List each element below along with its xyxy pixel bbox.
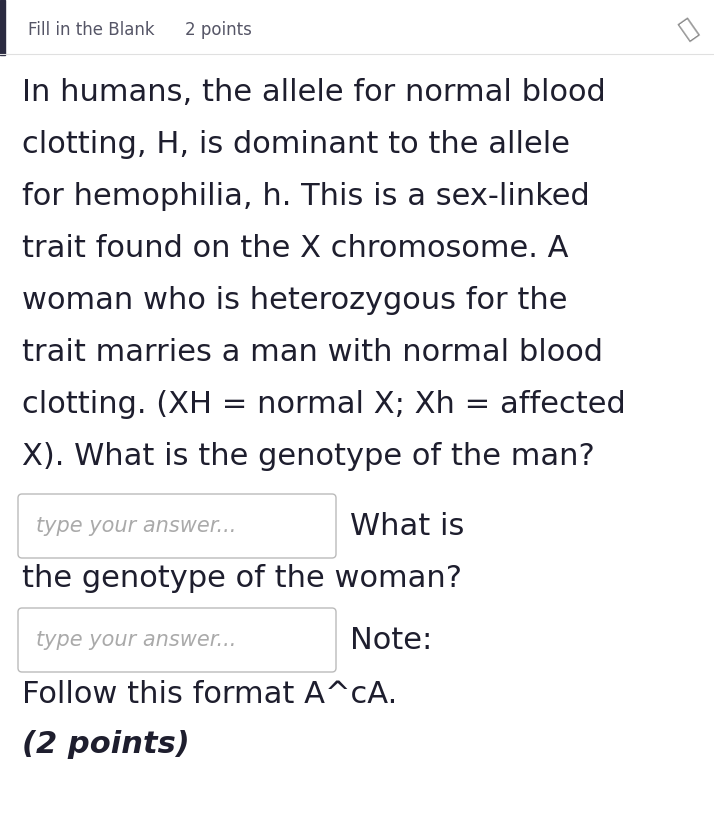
Text: In humans, the allele for normal blood: In humans, the allele for normal blood: [22, 78, 605, 107]
Text: (2 points): (2 points): [22, 730, 190, 759]
Text: the genotype of the woman?: the genotype of the woman?: [22, 564, 462, 593]
FancyBboxPatch shape: [18, 608, 336, 672]
FancyBboxPatch shape: [18, 494, 336, 558]
Text: clotting. (XH = normal X; Xh = affected: clotting. (XH = normal X; Xh = affected: [22, 390, 625, 419]
Text: clotting, H, is dominant to the allele: clotting, H, is dominant to the allele: [22, 130, 570, 159]
Text: ⫰: ⫰: [675, 14, 701, 42]
Text: Follow this format A^cA.: Follow this format A^cA.: [22, 680, 397, 709]
Text: woman who is heterozygous for the: woman who is heterozygous for the: [22, 286, 568, 315]
Text: Note:: Note:: [350, 625, 432, 654]
Text: trait marries a man with normal blood: trait marries a man with normal blood: [22, 338, 603, 367]
Text: trait found on the X chromosome. A: trait found on the X chromosome. A: [22, 234, 568, 263]
Text: for hemophilia, h. This is a sex-linked: for hemophilia, h. This is a sex-linked: [22, 182, 590, 211]
Text: 2 points: 2 points: [185, 21, 252, 39]
Bar: [0, 0, 5, 55]
Text: X). What is the genotype of the man?: X). What is the genotype of the man?: [22, 442, 595, 471]
Text: What is: What is: [350, 511, 464, 541]
Text: type your answer...: type your answer...: [36, 516, 236, 536]
Text: type your answer...: type your answer...: [36, 630, 236, 650]
Text: Fill in the Blank: Fill in the Blank: [28, 21, 155, 39]
